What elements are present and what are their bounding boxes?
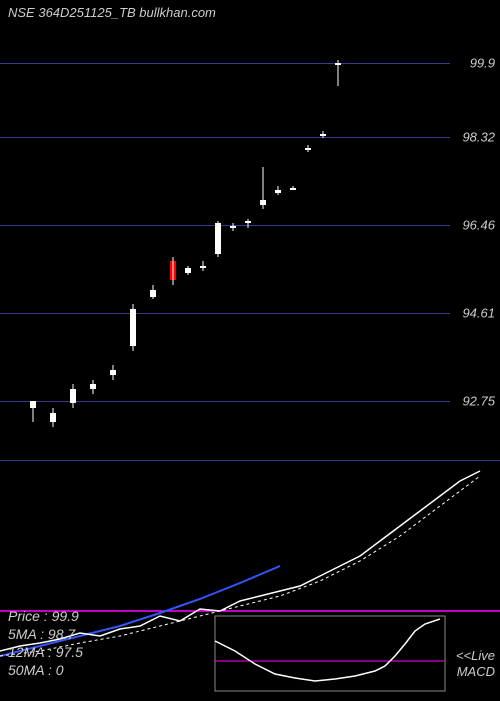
info-line: Price : 99.9 <box>8 608 79 624</box>
grid-line <box>0 63 450 64</box>
price-chart-panel: 99.9 98.32 96.46 94.61 92.75 <box>0 20 500 460</box>
info-line: 12MA : 97.5 <box>8 644 83 660</box>
info-line: 50MA : 0 <box>8 662 64 678</box>
indicator-panel <box>0 460 500 700</box>
grid-label: 92.75 <box>462 393 495 408</box>
grid-label: 99.9 <box>470 55 495 70</box>
macd-label: MACD <box>457 664 495 679</box>
grid-label: 96.46 <box>462 218 495 233</box>
info-line: 5MA : 98.7 <box>8 626 75 642</box>
grid-line <box>0 137 450 138</box>
grid-line <box>0 401 450 402</box>
grid-label: 94.61 <box>462 305 495 320</box>
grid-line <box>0 313 450 314</box>
grid-line <box>0 225 450 226</box>
chart-header: NSE 364D251125_TB bullkhan.com <box>8 5 216 20</box>
macd-label: <<Live <box>456 648 495 663</box>
grid-label: 98.32 <box>462 130 495 145</box>
